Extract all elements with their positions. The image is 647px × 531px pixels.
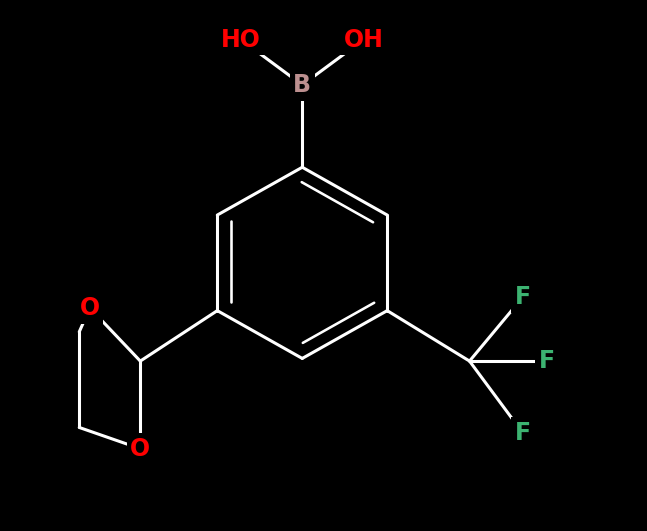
Text: F: F — [514, 285, 531, 310]
Text: OH: OH — [344, 28, 383, 52]
Text: B: B — [293, 73, 311, 97]
Text: HO: HO — [221, 28, 261, 52]
Text: O: O — [130, 436, 150, 461]
Text: O: O — [80, 296, 100, 320]
Text: F: F — [514, 421, 531, 445]
Text: F: F — [538, 349, 554, 373]
